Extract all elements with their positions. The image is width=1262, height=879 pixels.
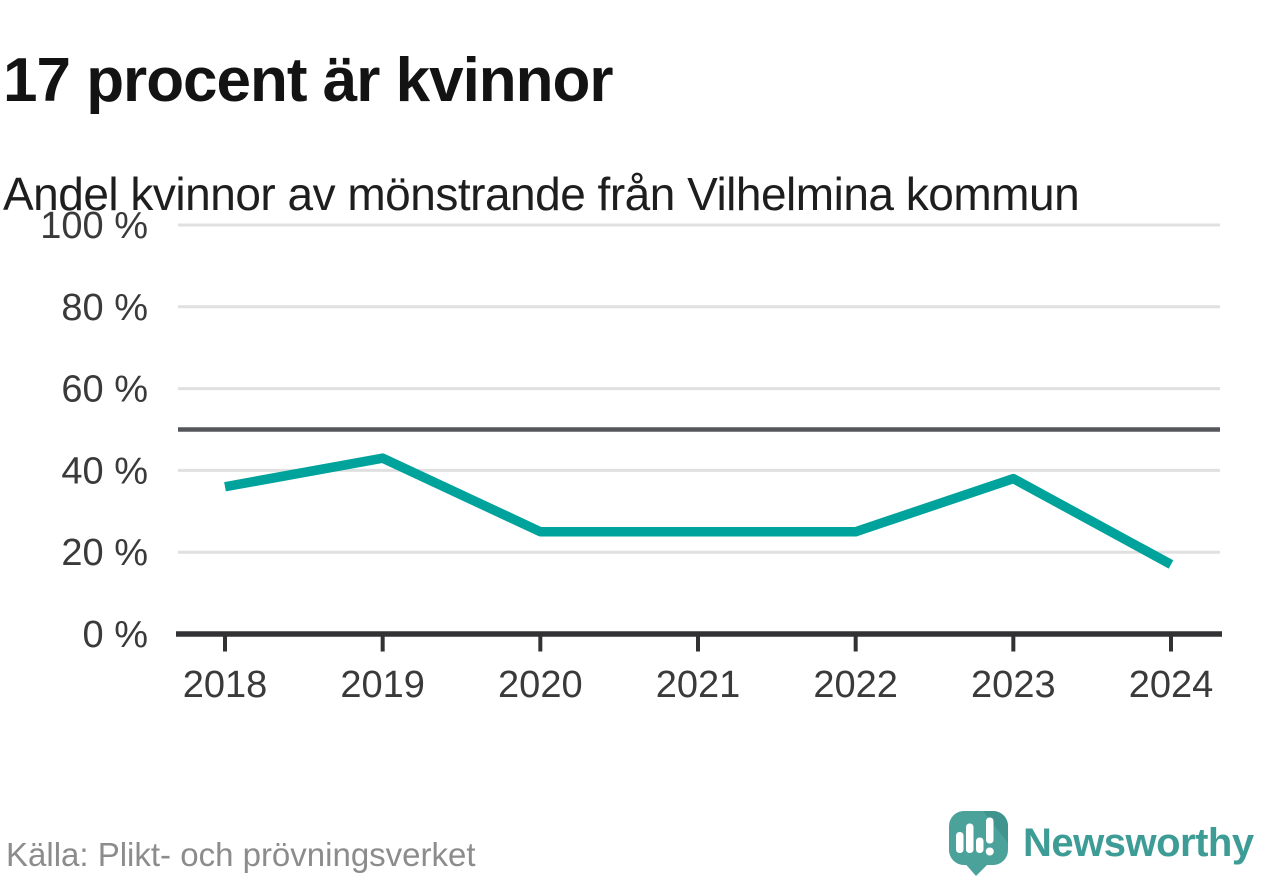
newsworthy-logo-icon: [949, 811, 1008, 876]
page-subtitle: Andel kvinnor av mönstrande från Vilhelm…: [3, 168, 1080, 220]
x-axis-label: 2021: [656, 664, 741, 706]
data-line-andel-kvinnor: [224, 453, 1174, 569]
newsworthy-logo: Newsworthy: [948, 810, 1254, 877]
y-axis-label: 60 %: [61, 369, 148, 411]
y-axis-label: 0 %: [83, 614, 148, 656]
source-note: Källa: Plikt- och prövningsverket: [6, 836, 476, 873]
page-title: 17 procent är kvinnor: [3, 45, 614, 115]
x-axis-label: 2022: [813, 664, 898, 706]
y-axis-label: 40 %: [61, 450, 148, 492]
x-axis-label: 2020: [498, 664, 583, 706]
x-axis-label: 2018: [183, 664, 268, 706]
x-axis-label: 2023: [971, 664, 1056, 706]
y-axis-label: 20 %: [61, 532, 148, 574]
newsworthy-wordmark: Newsworthy: [1023, 821, 1254, 865]
y-axis-label: 80 %: [61, 287, 148, 329]
x-axis-label: 2024: [1129, 664, 1214, 706]
y-axis-label: 100 %: [40, 205, 148, 247]
x-axis-label: 2019: [340, 664, 425, 706]
